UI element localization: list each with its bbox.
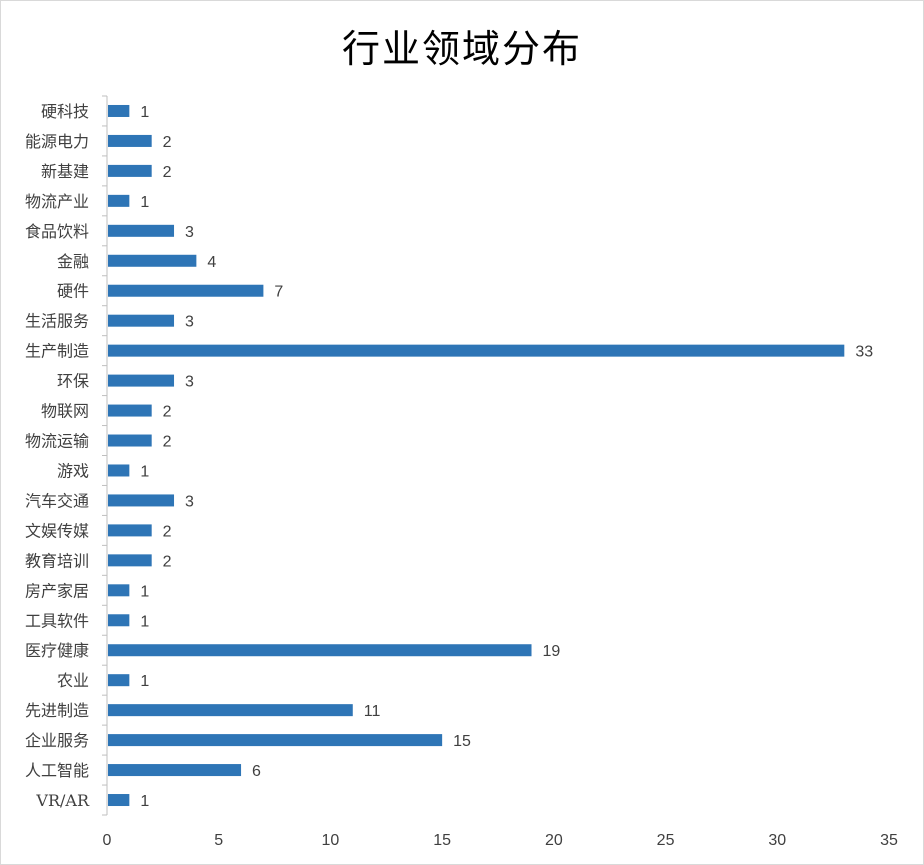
data-label: 3: [185, 224, 194, 241]
category-label: 物流产业: [25, 192, 89, 211]
axis-layer: [102, 95, 108, 816]
data-label: 1: [140, 673, 149, 690]
bar: [108, 704, 353, 717]
category-label: 文娱传媒: [25, 521, 89, 540]
data-label: 1: [140, 613, 149, 630]
bar: [108, 644, 532, 657]
data-label: 1: [140, 463, 149, 480]
bar: [108, 494, 175, 507]
bar: [108, 224, 175, 237]
bar: [108, 284, 264, 297]
chart-title: 行业领域分布: [341, 27, 582, 71]
bar: [108, 374, 175, 387]
data-label: 1: [140, 194, 149, 211]
bar: [108, 554, 152, 567]
data-label: 3: [185, 493, 194, 510]
data-label: 2: [163, 134, 172, 151]
data-label: 3: [185, 374, 194, 391]
category-label: 生活服务: [25, 312, 89, 331]
data-label: 2: [163, 523, 172, 540]
x-tick-label: 20: [545, 832, 563, 849]
category-label: VR/AR: [35, 791, 90, 810]
category-label: 生产制造: [25, 342, 89, 361]
bar: [108, 104, 130, 117]
category-label: 金融: [57, 252, 89, 271]
category-label: 新基建: [41, 162, 89, 181]
category-label: 硬件: [57, 282, 89, 301]
bar: [108, 614, 130, 627]
x-tick-label: 15: [433, 832, 451, 849]
data-label: 7: [274, 284, 283, 301]
bar: [108, 524, 152, 537]
x-tick-label: 0: [103, 832, 112, 849]
bar: [108, 164, 152, 177]
data-label: 3: [185, 314, 194, 331]
data-label: 33: [855, 344, 873, 361]
bar: [108, 194, 130, 207]
data-label: 2: [163, 553, 172, 570]
category-label: 人工智能: [25, 761, 89, 780]
data-label: 4: [207, 254, 216, 271]
bar: [108, 794, 130, 807]
category-label: 教育培训: [25, 551, 89, 570]
bar: [108, 344, 845, 357]
category-label: 工具软件: [25, 611, 89, 630]
bar: [108, 404, 152, 417]
data-label: 1: [140, 583, 149, 600]
data-label: 19: [543, 643, 561, 660]
x-tick-label: 25: [657, 832, 675, 849]
category-label: 物联网: [41, 402, 89, 421]
data-label: 11: [364, 703, 381, 720]
data-label: 15: [453, 733, 471, 750]
category-label: 物流运输: [25, 432, 89, 451]
bar: [108, 464, 130, 477]
category-label: 医疗健康: [25, 641, 89, 660]
category-label: 能源电力: [25, 132, 89, 151]
data-label: 1: [140, 104, 149, 121]
category-label: 硬科技: [41, 102, 89, 121]
category-label: 企业服务: [25, 731, 89, 750]
x-tick-label: 35: [880, 832, 898, 849]
data-label: 1: [140, 793, 149, 810]
data-label: 6: [252, 763, 261, 780]
bar: [108, 734, 443, 747]
data-label: 2: [163, 434, 172, 451]
bar: [108, 764, 242, 777]
x-tick-label: 10: [322, 832, 340, 849]
x-tick-label: 30: [768, 832, 786, 849]
bar: [108, 674, 130, 687]
category-label: 游戏: [57, 461, 89, 480]
bar: [108, 134, 152, 147]
data-label: 2: [163, 404, 172, 421]
category-label: 食品饮料: [25, 222, 89, 241]
labels-layer: 0 5 10 15 20 25 30 35 硬科技 1 能源电力 2 新基建 2 物流产业 1 食品饮料 3 金融 4…: [25, 102, 898, 849]
bar: [108, 434, 152, 447]
category-label: 先进制造: [25, 701, 89, 720]
bar: [108, 254, 197, 267]
category-label: 农业: [57, 671, 89, 690]
bars-layer: [108, 104, 845, 807]
data-label: 2: [163, 164, 172, 181]
category-label: 环保: [57, 372, 89, 391]
bar: [108, 584, 130, 597]
bar: [108, 314, 175, 327]
category-label: 房产家居: [25, 581, 89, 600]
x-tick-label: 5: [214, 832, 223, 849]
category-label: 汽车交通: [25, 491, 89, 510]
